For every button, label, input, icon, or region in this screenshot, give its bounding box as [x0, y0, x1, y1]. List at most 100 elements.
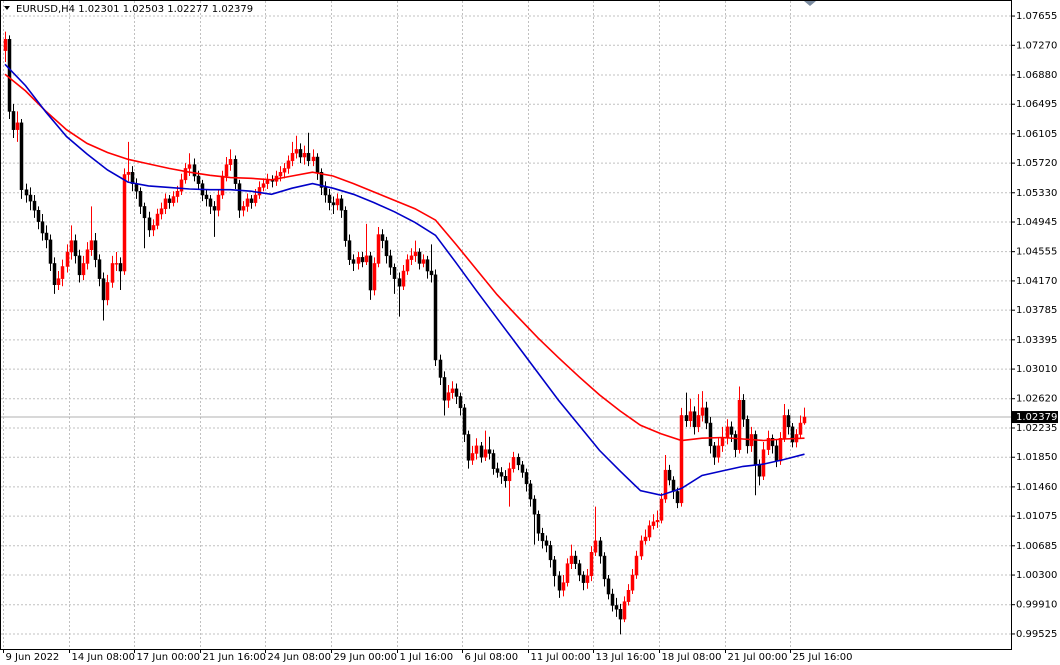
candle-body	[573, 555, 578, 564]
candle-body	[159, 208, 164, 215]
candle-body	[356, 257, 361, 264]
candle-body	[470, 453, 475, 461]
candle-body	[516, 456, 521, 466]
candle-body	[192, 164, 197, 177]
candle-body	[56, 278, 61, 285]
y-tick-label: 1.04555	[1016, 247, 1057, 258]
candle-body	[474, 445, 479, 454]
candle-body	[725, 426, 730, 439]
candle-body	[745, 418, 750, 447]
marks	[1, 31, 1011, 635]
candle-body	[11, 111, 16, 130]
candle-body	[245, 198, 250, 207]
candle-body	[417, 251, 422, 264]
candle-body	[462, 407, 467, 435]
candle-body	[19, 122, 24, 190]
candle-body	[454, 388, 459, 397]
candle-body	[48, 239, 53, 264]
candle-body	[347, 240, 352, 260]
candle-body	[163, 198, 168, 209]
candle-body	[265, 179, 270, 184]
candle-body	[409, 255, 414, 260]
y-tick-label: 1.02235	[1016, 423, 1057, 434]
candle-body	[253, 194, 258, 203]
y-tick-label: 1.07655	[1016, 11, 1057, 22]
y-tick-label: 1.03785	[1016, 305, 1057, 316]
candle-body	[720, 437, 725, 447]
candle-body	[708, 422, 713, 447]
candle-body	[446, 392, 451, 401]
chart-title: EURUSD,H4 1.02301 1.02503 1.02277 1.0237…	[16, 4, 253, 15]
candle-body	[770, 437, 775, 447]
candle-body	[372, 263, 377, 291]
candle-body	[606, 578, 611, 595]
candle-body	[675, 491, 680, 504]
x-tick-label: 18 Jul 08:00	[662, 652, 722, 663]
candle-body	[577, 563, 582, 576]
candle-body	[495, 468, 500, 473]
candle-body	[114, 263, 119, 265]
candle-body	[442, 377, 447, 401]
candle-body	[73, 240, 78, 257]
candle-body	[97, 259, 102, 279]
candle-body	[187, 164, 192, 169]
candle-body	[32, 200, 37, 211]
candle-body	[388, 255, 393, 268]
candle-body	[528, 483, 533, 500]
candle-body	[151, 225, 156, 231]
candle-body	[569, 555, 574, 564]
x-tick-label: 21 Jun 16:00	[203, 652, 267, 663]
candle-body	[93, 240, 98, 260]
candle-body	[643, 536, 648, 542]
candle-body	[118, 263, 123, 272]
x-tick-label: 17 Jun 00:00	[137, 652, 201, 663]
candle-body	[384, 240, 389, 257]
candle-body	[147, 217, 152, 231]
candle-body	[298, 149, 303, 158]
candle-body	[134, 183, 139, 192]
candle-body	[585, 575, 590, 583]
y-tick-label: 1.06880	[1016, 70, 1057, 81]
candle-body	[618, 609, 623, 620]
candle-body	[142, 206, 147, 219]
candle-body	[499, 472, 504, 477]
candle-body	[360, 257, 365, 263]
candle-body	[282, 168, 287, 173]
x-tick-label: 14 Jun 08:00	[72, 652, 136, 663]
candle-body	[155, 213, 160, 226]
candle-body	[729, 426, 734, 435]
candle-body	[532, 498, 537, 515]
candle-body	[237, 183, 242, 211]
candle-body	[392, 266, 397, 279]
candle-body	[466, 434, 471, 461]
candle-body	[228, 159, 233, 165]
candle-body	[733, 434, 738, 450]
shift-marker	[804, 1, 816, 6]
candle-body	[335, 198, 340, 206]
y-tick-label: 1.06105	[1016, 129, 1057, 140]
candle-body	[602, 555, 607, 580]
candle-body	[216, 194, 221, 211]
candle-body	[651, 521, 656, 526]
candle-body	[688, 411, 693, 422]
candle-body	[52, 263, 57, 285]
candle-body	[212, 206, 217, 211]
moving-average	[4, 63, 805, 497]
candle-body	[405, 259, 410, 272]
candle-body	[565, 563, 570, 583]
candle-body	[647, 525, 652, 538]
y-tick-label: 1.01850	[1016, 452, 1057, 463]
candle-body	[438, 359, 443, 378]
candle-body	[306, 152, 311, 162]
candle-body	[503, 475, 508, 482]
candle-body	[659, 498, 664, 521]
candle-body	[77, 255, 82, 276]
y-tick-label: 1.01460	[1016, 482, 1057, 493]
candle-body	[401, 270, 406, 287]
candle-body	[782, 415, 787, 439]
candle-body	[626, 589, 631, 602]
candle-body	[397, 278, 402, 287]
candle-body	[368, 255, 373, 291]
y-tick-label: 1.07270	[1016, 40, 1057, 51]
